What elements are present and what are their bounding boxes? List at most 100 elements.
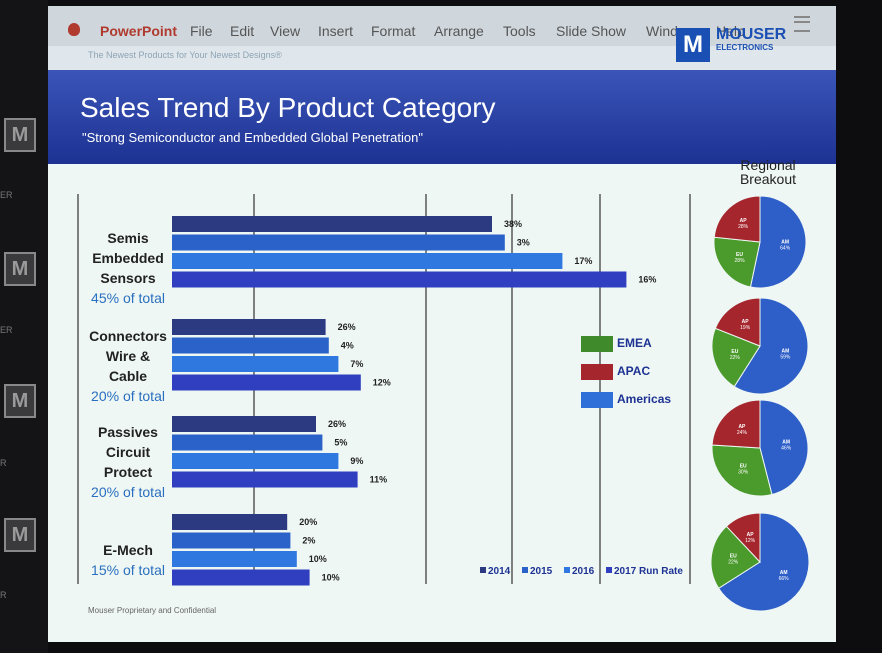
dock-app-icon[interactable]: M xyxy=(4,384,36,418)
slide-title: Sales Trend By Product Category xyxy=(80,92,496,123)
logo-sub: ELECTRONICS xyxy=(716,43,774,52)
category-line: Connectors xyxy=(89,328,167,344)
legend-swatch xyxy=(480,567,486,573)
menu-slide-show[interactable]: Slide Show xyxy=(556,23,627,39)
menu-tools[interactable]: Tools xyxy=(503,23,536,39)
menu-bar: PowerPoint File Edit View Insert Format … xyxy=(48,6,836,46)
pie-slice xyxy=(759,399,809,496)
mouser-logo: M MOUSER ELECTRONICS xyxy=(676,27,796,62)
bar-data-label: 4% xyxy=(341,341,354,351)
menu-format[interactable]: Format xyxy=(371,23,416,39)
pie-slice-value: 19% xyxy=(740,325,751,331)
pie-slice-value: 12% xyxy=(745,538,756,544)
menu-view[interactable]: View xyxy=(270,23,301,39)
bar-data-label: 5% xyxy=(334,438,347,448)
screen: PowerPoint File Edit View Insert Format … xyxy=(48,6,836,642)
pie-slice-label: AP xyxy=(747,532,755,538)
pie-slice-value: 59% xyxy=(780,354,791,360)
slide-content: 38% 3% 17% 16% 26% 4% 7% 12% 26% 5% 9% 11% 20% 2% 10% 1… xyxy=(48,158,836,642)
bar-data-label: 20% xyxy=(299,517,317,527)
bar-data-label: 16% xyxy=(638,275,656,285)
pie-slice xyxy=(711,399,761,449)
logo-mark: M xyxy=(676,28,710,62)
menu-lines-icon[interactable] xyxy=(794,16,810,32)
pie-slice-value: 64% xyxy=(780,246,791,252)
bar-data-label: 2% xyxy=(302,536,315,546)
legend-swatch xyxy=(522,567,528,573)
bar-data-label: 10% xyxy=(309,554,327,564)
legend-swatch xyxy=(606,567,612,573)
apple-icon[interactable] xyxy=(68,23,80,36)
legend-swatch xyxy=(581,392,613,408)
category-line: E-Mech xyxy=(103,542,153,558)
regional-breakout-line: Breakout xyxy=(739,171,797,187)
category-line: Semis xyxy=(107,230,149,246)
category-line: Circuit xyxy=(105,444,151,460)
bar xyxy=(172,216,492,232)
pie-slice xyxy=(711,444,773,497)
bar xyxy=(172,271,627,288)
category-line: Cable xyxy=(108,368,148,384)
menu-file[interactable]: File xyxy=(190,23,213,39)
pie-slice-value: 28% xyxy=(738,224,749,230)
bar xyxy=(172,434,323,451)
legend-label: APAC xyxy=(617,364,651,378)
category-label: E-Mech 15% of total xyxy=(68,540,188,580)
pie-slice-value: 22% xyxy=(730,355,741,361)
pie-slice xyxy=(710,525,761,589)
bar-data-label: 3% xyxy=(517,238,530,248)
legend-swatch xyxy=(581,364,613,380)
pie-slice xyxy=(717,512,810,612)
menu-insert[interactable]: Insert xyxy=(318,23,354,39)
dock-label: ER xyxy=(0,190,13,200)
bar xyxy=(172,514,288,530)
dock-label: R xyxy=(0,458,7,468)
bar xyxy=(172,319,326,335)
pie-slice xyxy=(749,195,807,289)
legend-swatch xyxy=(564,567,570,573)
bar xyxy=(172,416,316,432)
legend-label: 2014 xyxy=(488,566,511,577)
legend-label: 2015 xyxy=(530,566,553,577)
menu-app[interactable]: PowerPoint xyxy=(100,23,178,39)
category-share: 15% of total xyxy=(91,562,165,578)
menu-edit[interactable]: Edit xyxy=(230,23,255,39)
category-line: Passives xyxy=(98,424,158,440)
category-share: 45% of total xyxy=(91,290,165,306)
bar-data-label: 26% xyxy=(328,419,346,429)
sales-chart: 38% 3% 17% 16% 26% 4% 7% 12% 26% 5%9% 11% 20% 2% 10% 1… xyxy=(77,194,810,612)
legend-label: Americas xyxy=(617,392,672,406)
pie-slice-label: AM xyxy=(782,440,790,446)
dock: M ER M ER M R M R xyxy=(0,0,48,653)
menu-arrange[interactable]: Arrange xyxy=(434,23,484,39)
bar-data-label: 26% xyxy=(338,322,356,332)
pie-slice-value: 22% xyxy=(728,560,739,566)
pie-slice xyxy=(713,236,761,288)
pie-slice xyxy=(725,512,761,564)
legend-label: EMEA xyxy=(617,336,652,350)
bar xyxy=(172,356,339,372)
pie-slice-label: AM xyxy=(781,348,789,354)
bar-data-label: 11% xyxy=(370,475,388,485)
bar xyxy=(172,471,358,488)
bar xyxy=(172,551,297,567)
dock-app-icon[interactable]: M xyxy=(4,118,36,152)
dock-label: R xyxy=(0,590,7,600)
pie-slice-label: EU xyxy=(731,349,738,355)
menu-help[interactable]: Help xyxy=(716,23,745,39)
bar xyxy=(172,453,339,469)
pie-slice-label: EU xyxy=(740,463,747,469)
dock-app-icon[interactable]: M xyxy=(4,518,36,552)
pie-slice-value: 24% xyxy=(737,430,748,436)
pie-slice-value: 30% xyxy=(738,469,749,475)
bar xyxy=(172,532,291,549)
dock-app-icon[interactable]: M xyxy=(4,252,36,286)
legend-label: 2016 xyxy=(572,566,595,577)
bar-data-label: 17% xyxy=(574,256,592,266)
pie-slice-label: AM xyxy=(780,570,788,576)
regional-breakout-title: Regional Breakout xyxy=(718,158,818,186)
bar-data-label: 10% xyxy=(322,573,340,583)
pie-slice xyxy=(714,297,761,347)
pie-slice-value: 46% xyxy=(781,446,792,452)
slide-subtitle: "Strong Semiconductor and Embedded Globa… xyxy=(82,130,423,145)
